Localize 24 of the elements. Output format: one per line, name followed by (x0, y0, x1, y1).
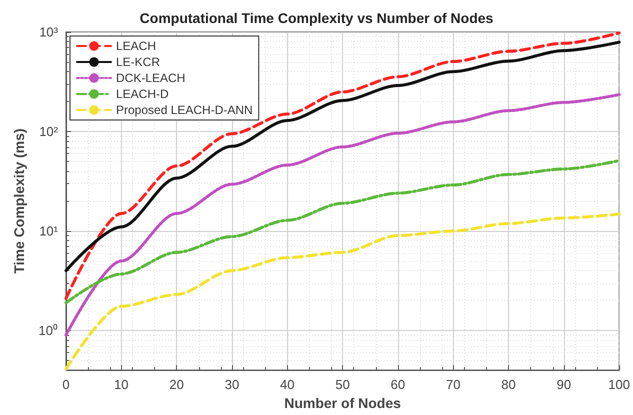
legend-label: Proposed LEACH-D-ANN (116, 103, 253, 117)
y-tick-label: 10² (39, 124, 59, 139)
y-tick-label: 10¹ (39, 224, 59, 239)
x-tick-label: 50 (335, 377, 350, 392)
y-axis-title: Time Complexity (ms) (11, 128, 27, 274)
legend-label: LEACH-D (116, 87, 170, 101)
legend-label: DCK-LEACH (116, 71, 186, 85)
legend-label: LE-KCR (116, 55, 160, 69)
x-tick-label: 20 (169, 377, 184, 392)
x-tick-label: 90 (556, 377, 572, 392)
x-tick-label: 100 (608, 377, 630, 392)
x-tick-label: 70 (446, 377, 460, 392)
x-tick-label: 30 (224, 377, 240, 392)
y-tick-label: 10⁰ (38, 323, 58, 338)
x-tick-label: 60 (390, 377, 406, 392)
y-tick-label: 10³ (39, 24, 59, 40)
x-tick-label: 80 (501, 377, 516, 392)
x-tick-label: 40 (280, 377, 294, 392)
chart-title: Computational Time Complexity vs Number of Nodes (140, 10, 494, 26)
x-tick-label: 10 (114, 377, 129, 392)
x-tick-label: 0 (62, 377, 70, 392)
line-series (64, 159, 621, 304)
x-axis-title: Number of Nodes (284, 395, 402, 411)
legend-label: LEACH (116, 39, 156, 53)
